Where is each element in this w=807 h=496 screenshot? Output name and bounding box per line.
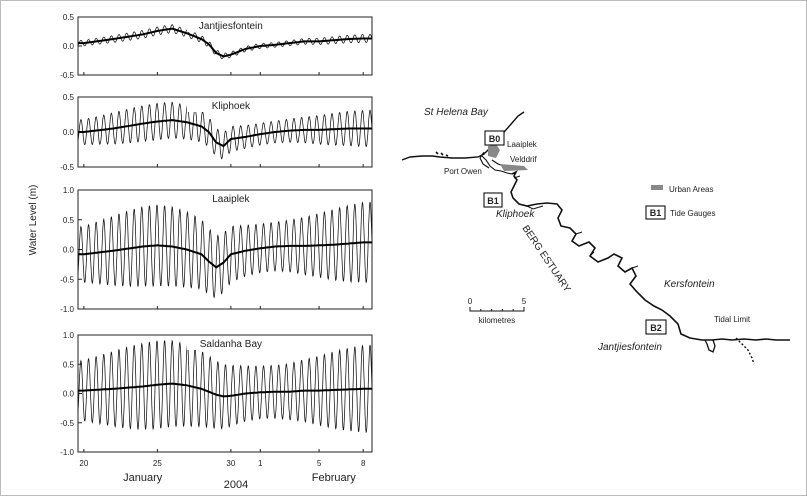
x-month-label: January <box>123 472 163 484</box>
label-jantjiesfontein: Jantjiesfontein <box>597 342 662 353</box>
legend-gauge-label: Tide Gauges <box>670 209 716 218</box>
x-month-label: February <box>312 472 357 484</box>
panel-title: Jantjiesfontein <box>199 21 263 32</box>
series-observed-line <box>77 24 373 59</box>
y-tick-label: 0.0 <box>63 128 75 137</box>
label-laaiplek: Laaiplek <box>507 140 538 149</box>
y-tick-label: 0.0 <box>63 246 75 255</box>
scale-max: 5 <box>522 297 527 306</box>
y-tick-label: -1.0 <box>60 305 74 314</box>
series-residual-line <box>78 382 372 398</box>
series-observed-line <box>77 101 373 160</box>
scale-min: 0 <box>468 297 473 306</box>
panel-title-bg <box>186 98 275 112</box>
legend-gauge-box <box>645 205 666 220</box>
river-bend-loop <box>704 339 716 353</box>
y-tick-label: 0.5 <box>63 216 75 225</box>
y-tick-label: 1.0 <box>63 331 75 340</box>
urban-area-laaiplek <box>488 144 500 158</box>
scale-unit: kilometres <box>479 316 515 325</box>
y-tick-label: -0.5 <box>60 71 74 80</box>
gauge-b1-label: B1 <box>487 196 499 206</box>
x-tick-label: 30 <box>226 459 235 468</box>
coast-dots <box>435 151 449 157</box>
panel-title-bg <box>186 336 275 350</box>
panel-3: 1.0 0.5 0.0 -0.5 -1.0 Saldanha Bay <box>60 331 373 457</box>
y-tick-label: 0.0 <box>63 390 75 399</box>
legend-urban-label: Urban Areas <box>669 185 713 194</box>
y-axis-label: Water Level (m) <box>28 185 39 256</box>
berg-river <box>510 170 790 341</box>
series-residual-line <box>78 27 372 58</box>
y-tick-label: 0.5 <box>63 13 75 22</box>
panel-title: Kliphoek <box>212 101 251 112</box>
panel-1: 0.5 0.0 -0.5 Kliphoek <box>60 93 373 172</box>
scale-bar <box>469 307 525 312</box>
y-tick-label: -1.0 <box>60 448 74 457</box>
y-tick-label: 0.0 <box>63 42 75 51</box>
urban-area-velddrif <box>500 164 528 171</box>
x-tick-label: 5 <box>317 459 322 468</box>
series-observed-line <box>77 201 373 298</box>
series-residual-line <box>78 241 372 269</box>
legend-gauge-symbol: B1 <box>650 208 662 218</box>
y-tick-label: 0.5 <box>63 93 75 102</box>
label-tidal-limit: Tidal Limit <box>714 315 751 324</box>
berg-estuary-map: B0 B1 B2 St Helena Bay Laaiplek Velddrif… <box>401 107 790 365</box>
gauge-b0-label: B0 <box>489 134 501 144</box>
y-tick-label: -0.5 <box>60 419 74 428</box>
x-axis-year: 2004 <box>224 479 248 491</box>
series-residual-line <box>78 119 372 148</box>
gauge-b1-box <box>483 192 503 208</box>
x-tick-label: 8 <box>361 459 366 468</box>
panel-title: Saldanha Bay <box>200 339 262 350</box>
panel-title-bg <box>186 18 275 32</box>
panel-title-bg <box>186 191 275 205</box>
gauge-b0-box <box>484 130 505 146</box>
panel-0: 0.5 0.0 -0.5 Jantjiesfontein <box>60 13 373 80</box>
label-velddrif: Velddrif <box>510 155 537 164</box>
label-st-helena-bay: St Helena Bay <box>424 107 489 118</box>
gauge-b2-label: B2 <box>650 323 662 333</box>
gauge-b2-box <box>645 319 667 335</box>
x-axis: 20 25 30 1 5 8 January February <box>79 459 366 484</box>
series-observed-line <box>77 339 373 434</box>
coastline <box>401 111 525 161</box>
x-tick-label: 20 <box>79 459 88 468</box>
panel-title: Laaiplek <box>212 194 250 205</box>
tide-panels: 0.5 0.0 -0.5 Jantjiesfontein 0.5 0.0 -0.5 Kliph… <box>60 13 373 457</box>
label-port-owen: Port Owen <box>444 167 482 176</box>
y-tick-label: -0.5 <box>60 275 74 284</box>
x-tick-label: 1 <box>258 459 263 468</box>
berg-river-channel <box>513 175 639 269</box>
x-tick-label: 25 <box>153 459 162 468</box>
panel-2: 1.0 0.5 0.0 -0.5 -1.0 Laaiplek <box>60 186 373 314</box>
label-kliphoek: Kliphoek <box>496 209 535 220</box>
legend-urban-swatch <box>651 185 663 190</box>
tidal-limit-line <box>735 337 755 365</box>
label-kersfontein: Kersfontein <box>664 279 715 290</box>
y-tick-label: 0.5 <box>63 360 75 369</box>
y-tick-label: -0.5 <box>60 163 74 172</box>
y-tick-label: 1.0 <box>63 186 75 195</box>
